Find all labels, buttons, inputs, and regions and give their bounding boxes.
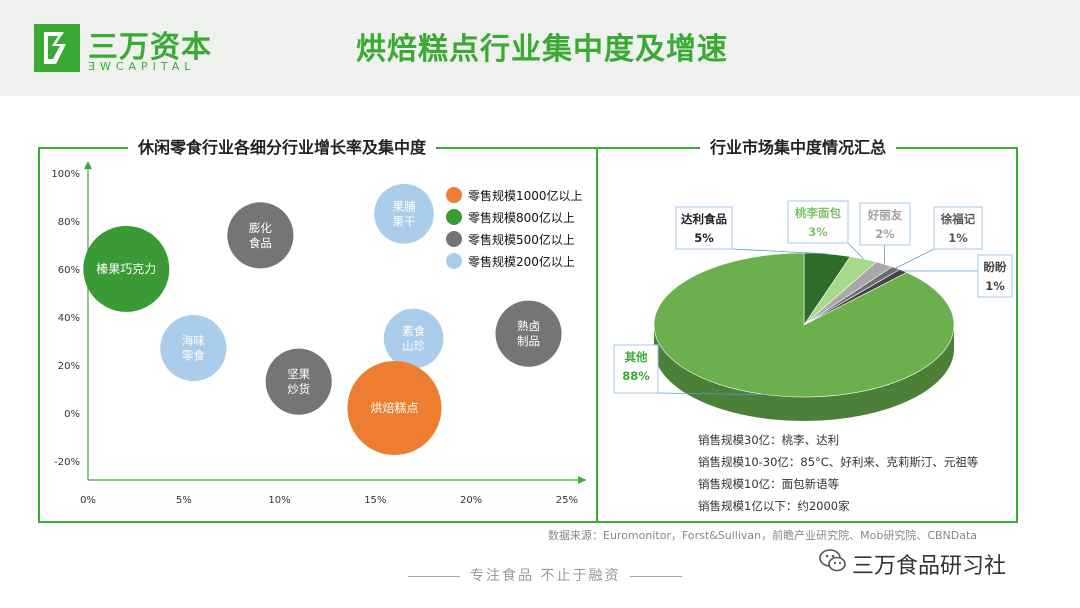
slice-value-label: 88%	[622, 369, 650, 383]
slice-value-label: 2%	[875, 227, 895, 241]
y-tick-label: -20%	[54, 457, 80, 468]
bubble-label: 熟卤	[517, 319, 540, 333]
page-title: 烘焙糕点行业集中度及增速	[356, 32, 728, 67]
callout-box	[859, 202, 911, 246]
y-axis-arrow	[84, 161, 92, 169]
bubble-label: 制品	[517, 334, 540, 348]
y-tick-label: 60%	[58, 265, 80, 276]
slice-value-label: 1%	[985, 279, 1005, 293]
slice-label: 好丽友	[867, 208, 903, 222]
bubble-label: 海味	[182, 334, 205, 348]
x-tick-label: 5%	[176, 495, 192, 506]
data-source-note: 数据来源：Euromonitor，Forst&Sullivan，前瞻产业研究院、…	[548, 529, 978, 542]
bubble	[265, 348, 332, 415]
legend-label: 零售规模800亿以上	[468, 210, 575, 225]
scale-note: 销售规模30亿：桃李、达利	[698, 433, 839, 447]
bubble-label: 炒货	[287, 382, 310, 396]
x-tick-label: 15%	[364, 495, 386, 506]
bubble	[347, 361, 442, 456]
pie-slice	[653, 252, 955, 398]
bubble-chart-title: 休闲零食行业各细分行业增长率及集中度	[128, 137, 437, 159]
bubble-label: 零食	[182, 349, 205, 363]
legend-marker	[446, 209, 462, 225]
callout-leader	[847, 242, 864, 260]
callout-box	[675, 206, 733, 250]
slice-label: 徐福记	[940, 212, 976, 226]
callout-leader	[657, 392, 766, 396]
slice-value-label: 3%	[808, 225, 828, 239]
bubble-label: 榛果巧克力	[96, 262, 156, 276]
bubble-chart-panel: 休闲零食行业各细分行业增长率及集中度 100% 80% 60% 40% 20% 0% -20…	[38, 137, 600, 523]
bubble-chart: 100% 80% 60% 40% 20% 0% -20% 0% 5% 10% 15% 20% 25% 榛果…	[51, 161, 586, 506]
bubble-label: 果脯	[393, 199, 416, 213]
bubble	[83, 225, 170, 312]
scale-notes: 销售规模30亿：桃李、达利销售规模10-30亿：85°C、好利来、克莉斯汀、元祖…	[698, 433, 978, 513]
bubble-label: 山珍	[402, 339, 425, 353]
slice-value-label: 5%	[694, 231, 714, 245]
y-tick-label: 80%	[58, 217, 80, 228]
bubble-label: 果干	[393, 214, 416, 228]
slogan-line-left	[408, 575, 460, 577]
pie-slices	[653, 252, 955, 398]
bubble-label: 食品	[249, 236, 272, 250]
logo-icon	[34, 24, 80, 72]
callout-box	[977, 254, 1013, 298]
header-band: 三万资本 ƎWCAPITAL 烘焙糕点行业集中度及增速	[0, 0, 1080, 96]
legend-marker	[446, 187, 462, 203]
x-tick-label: 0%	[80, 495, 96, 506]
slogan-line-right	[630, 575, 683, 577]
bubble	[495, 300, 562, 367]
legend-label: 零售规模200亿以上	[468, 254, 575, 269]
x-tick-label: 10%	[268, 495, 290, 506]
x-tick-label: 25%	[556, 495, 578, 506]
callout-box	[613, 344, 659, 394]
slice-label: 盼盼	[984, 260, 1007, 274]
x-axis-arrow	[578, 476, 586, 484]
y-tick-label: 20%	[58, 361, 80, 372]
callout-leader	[731, 248, 828, 255]
bubble	[383, 308, 444, 369]
pie-chart-panel: 行业市场集中度情况汇总 达利食品 5% 桃李面包 3% 好丽友 2% 徐福记 1% 盼盼 1% 其他…	[596, 137, 1018, 523]
scale-note: 销售规模10-30亿：85°C、好利来、克莉斯汀、元祖等	[698, 455, 978, 469]
bubble-label: 烘焙糕点	[370, 400, 418, 415]
legend-marker	[446, 231, 462, 247]
bubble	[227, 202, 294, 269]
x-tick-label: 20%	[460, 495, 482, 506]
slice-label: 达利食品	[681, 212, 727, 226]
legend-label: 零售规模1000亿以上	[468, 188, 583, 203]
scale-note: 销售规模1亿以下：约2000家	[698, 499, 850, 513]
y-tick-label: 100%	[51, 169, 80, 180]
y-tick-label: 40%	[58, 313, 80, 324]
pie-chart-title: 行业市场集中度情况汇总	[700, 137, 897, 159]
wechat-account-name: 三万食品研习社	[852, 554, 1007, 579]
scale-note: 销售规模10亿：面包新语等	[698, 477, 839, 491]
slice-value-label: 1%	[948, 231, 968, 245]
bubble	[160, 315, 227, 382]
pie-callouts: 达利食品 5% 桃李面包 3% 好丽友 2% 徐福记 1% 盼盼 1% 其他 88%	[613, 200, 1013, 396]
slice-label: 桃李面包	[795, 206, 841, 220]
bubble-label: 坚果	[287, 367, 310, 381]
legend-label: 零售规模500亿以上	[468, 232, 575, 247]
slogan: 专注食品 不止于融资	[398, 565, 692, 585]
bubble	[374, 183, 434, 244]
y-tick-label: 0%	[64, 409, 80, 420]
bubble-label: 素食	[402, 324, 425, 338]
logo-english-name: ƎWCAPITAL	[88, 60, 196, 73]
pie-chart: 达利食品 5% 桃李面包 3% 好丽友 2% 徐福记 1% 盼盼 1% 其他 88% 销售规模30亿：桃…	[613, 200, 1013, 513]
legend: 零售规模1000亿以上零售规模800亿以上零售规模500亿以上零售规模200亿以…	[446, 187, 583, 269]
bubble-label: 膨化	[249, 221, 272, 235]
callout-box	[787, 200, 849, 244]
logo-chinese-name: 三万资本	[88, 30, 212, 65]
callout-leader	[895, 248, 935, 269]
slice-label: 其他	[625, 350, 648, 364]
pie-side-wall	[654, 325, 954, 421]
slogan-text: 专注食品 不止于融资	[470, 568, 621, 584]
legend-marker	[446, 253, 462, 269]
callout-box	[933, 206, 983, 250]
pie-side-walls	[654, 325, 954, 421]
wechat-icon	[819, 549, 846, 572]
